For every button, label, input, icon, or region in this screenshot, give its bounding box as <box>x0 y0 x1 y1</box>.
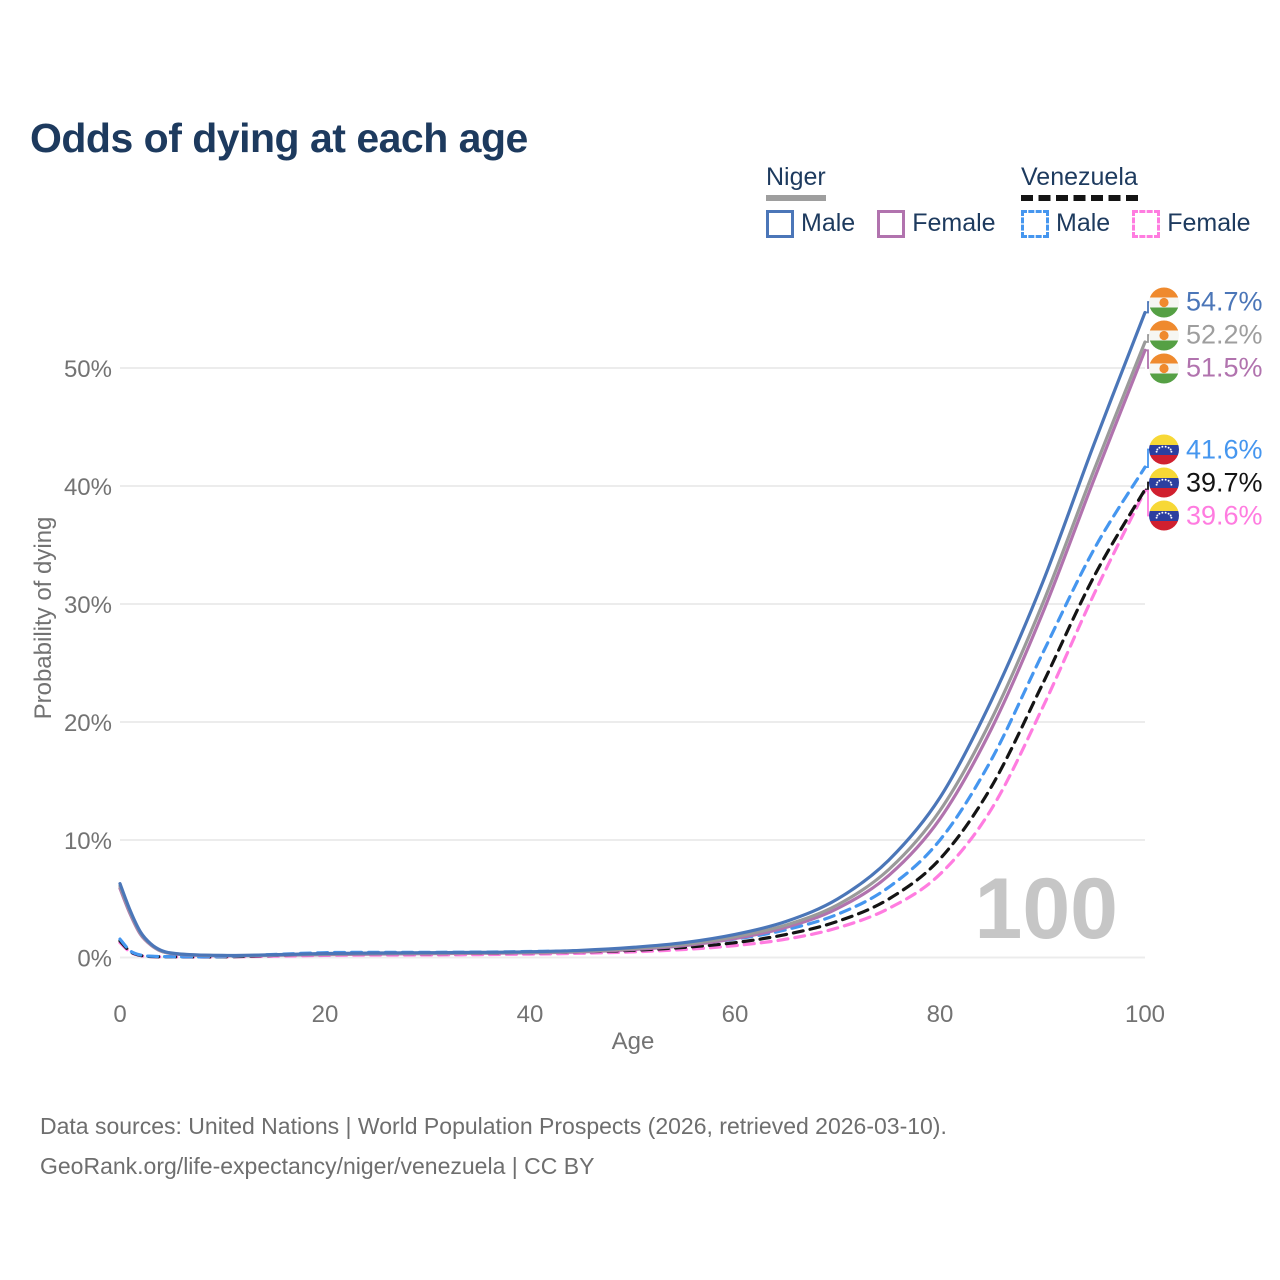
legend-item-label: Male <box>801 209 856 237</box>
venezuela-flag-icon <box>1149 467 1179 498</box>
x-axis-title: Age <box>611 1028 655 1055</box>
y-tick-50%: 50% <box>64 356 112 383</box>
legend-group-venezuela: Venezuela Male Female <box>1021 163 1251 238</box>
series-line-niger-male[interactable] <box>118 310 1147 958</box>
legend-title-niger: Niger <box>766 163 826 201</box>
end-label-value: 39.7% <box>1186 467 1263 497</box>
end-label-value: 51.5% <box>1186 352 1263 383</box>
x-tick-20: 20 <box>312 1001 339 1028</box>
legend-item-venezuela-male[interactable]: Male <box>1021 209 1110 238</box>
end-label-venezuela-both: 39.7% <box>1149 467 1263 498</box>
end-label-value: 41.6% <box>1186 434 1263 464</box>
y-tick-20%: 20% <box>64 710 112 737</box>
end-label-value: 52.2% <box>1186 319 1263 350</box>
legend-group-niger: Niger Male Female <box>766 163 996 238</box>
legend-item-venezuela-female[interactable]: Female <box>1132 209 1251 238</box>
end-label-niger-male: 54.7% <box>1149 287 1263 318</box>
legend-item-niger-male[interactable]: Male <box>766 209 855 238</box>
x-tick-60: 60 <box>722 1001 749 1028</box>
x-tick-80: 80 <box>927 1001 954 1028</box>
legend-items-niger: Male Female <box>766 209 996 238</box>
y-axis-title: Probability of dying <box>30 516 57 720</box>
legend-item-label: Female <box>912 209 996 237</box>
y-tick-30%: 30% <box>64 592 112 619</box>
x-tick-40: 40 <box>517 1001 544 1028</box>
end-label-value: 39.6% <box>1186 500 1263 530</box>
footer-line-1: Data sources: United Nations | World Pop… <box>40 1113 947 1139</box>
venezuela-flag-icon <box>1149 434 1179 465</box>
footer-line-2: GeoRank.org/life-expectancy/niger/venezu… <box>40 1153 595 1180</box>
venezuela-flag-icon <box>1149 500 1179 531</box>
y-tick-10%: 10% <box>64 828 112 855</box>
end-label-niger-both: 52.2% <box>1149 320 1263 351</box>
legend-item-label: Female <box>1167 209 1251 237</box>
end-label-value: 54.7% <box>1186 286 1263 317</box>
niger-female-swatch-icon <box>877 209 906 238</box>
niger-flag-icon <box>1149 287 1179 317</box>
venezuela-male-swatch-icon <box>1021 209 1049 238</box>
end-label-venezuela-male: 41.6% <box>1149 434 1263 465</box>
niger-male-swatch-icon <box>766 209 794 238</box>
venezuela-female-swatch-icon <box>1132 209 1161 238</box>
legend-title-venezuela: Venezuela <box>1021 163 1138 201</box>
legend-items-venezuela: Male Female <box>1021 209 1251 238</box>
y-tick-40%: 40% <box>64 474 112 501</box>
data-source-footer: Data sources: United Nations | World Pop… <box>40 1106 947 1187</box>
line-chart-plot: 0% 10% 20% 30% 40% 50% 0 20 40 60 80 100 <box>64 301 1165 1028</box>
niger-flag-icon <box>1149 353 1179 383</box>
page-title: Odds of dying at each age <box>30 115 528 162</box>
legend-item-niger-female[interactable]: Female <box>877 209 996 238</box>
end-label-niger-female: 51.5% <box>1149 353 1263 384</box>
end-label-venezuela-female: 39.6% <box>1149 500 1263 531</box>
legend-item-label: Male <box>1056 209 1111 237</box>
age-frame-watermark: 100 <box>974 861 1119 957</box>
niger-flag-icon <box>1149 320 1179 350</box>
x-tick-0: 0 <box>113 1001 126 1028</box>
y-tick-0%: 0% <box>77 946 112 973</box>
x-tick-100: 100 <box>1125 1001 1165 1028</box>
